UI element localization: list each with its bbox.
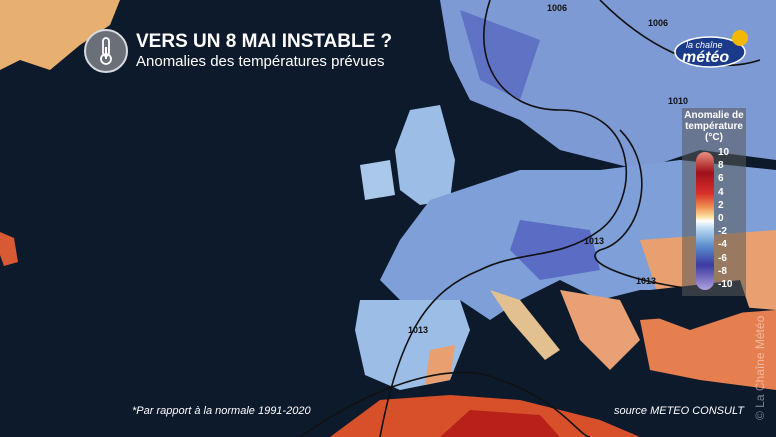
legend-title: Anomalie de température (°C): [684, 110, 744, 143]
legend-tick: -10: [718, 278, 733, 290]
la-chaine-meteo-logo: la chaîne météo: [674, 28, 750, 68]
land-azores: [0, 232, 18, 266]
svg-text:la chaîne: la chaîne: [686, 40, 723, 50]
land-british-isles: [395, 105, 455, 205]
land-greenland: [0, 0, 120, 70]
legend-tick: 0: [718, 212, 724, 224]
legend-tick: -4: [718, 239, 727, 251]
legend-tick: 4: [718, 186, 724, 198]
isobar-label: 1013: [408, 325, 429, 335]
land-italy: [490, 290, 560, 360]
isobar-label: 1010: [668, 96, 689, 106]
source-credit: source METEO CONSULT: [614, 405, 744, 417]
land-balkans: [560, 290, 640, 370]
legend-tick: -2: [718, 226, 727, 238]
isobar-label: 1013: [584, 236, 605, 246]
svg-text:météo: météo: [682, 49, 729, 66]
legend-tick: 10: [718, 147, 730, 158]
legend-tick: 8: [718, 160, 724, 172]
land-turkey: [640, 310, 776, 390]
isobar-label: 1006: [547, 3, 568, 13]
isobar-lines: [299, 0, 761, 437]
isobar-label: 1013: [636, 276, 657, 286]
legend-tick: 2: [718, 199, 724, 211]
footnote: *Par rapport à la normale 1991-2020: [132, 405, 311, 417]
legend-tick: -6: [718, 252, 727, 264]
legend-tick: -8: [718, 265, 727, 277]
page-subtitle: Anomalies des températures prévues: [136, 53, 385, 70]
legend-tick: 6: [718, 173, 724, 185]
color-scale-bar: [696, 152, 714, 290]
thermometer-icon: [84, 29, 128, 73]
page-title: VERS UN 8 MAI INSTABLE ?: [136, 31, 393, 52]
header: VERS UN 8 MAI INSTABLE ? Anomalies des t…: [84, 29, 392, 73]
watermark: © La Chaîne Météo: [753, 315, 767, 420]
isobar-label: 1006: [648, 18, 669, 28]
temperature-legend: Anomalie de température (°C) 10 8 6 4 2 …: [682, 108, 746, 296]
